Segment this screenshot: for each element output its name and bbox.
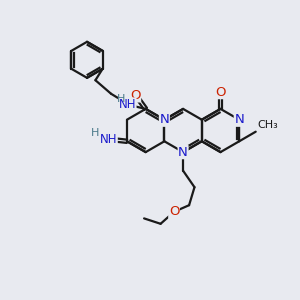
Text: NH: NH: [100, 133, 117, 146]
Text: N: N: [160, 113, 169, 126]
Text: H: H: [117, 94, 125, 103]
Text: O: O: [130, 89, 141, 102]
Text: NH: NH: [118, 98, 136, 111]
Text: H: H: [91, 128, 99, 138]
Text: N: N: [178, 146, 188, 159]
Text: O: O: [215, 85, 226, 99]
Text: N: N: [234, 113, 244, 126]
Text: CH₃: CH₃: [257, 121, 278, 130]
Text: O: O: [169, 205, 179, 218]
